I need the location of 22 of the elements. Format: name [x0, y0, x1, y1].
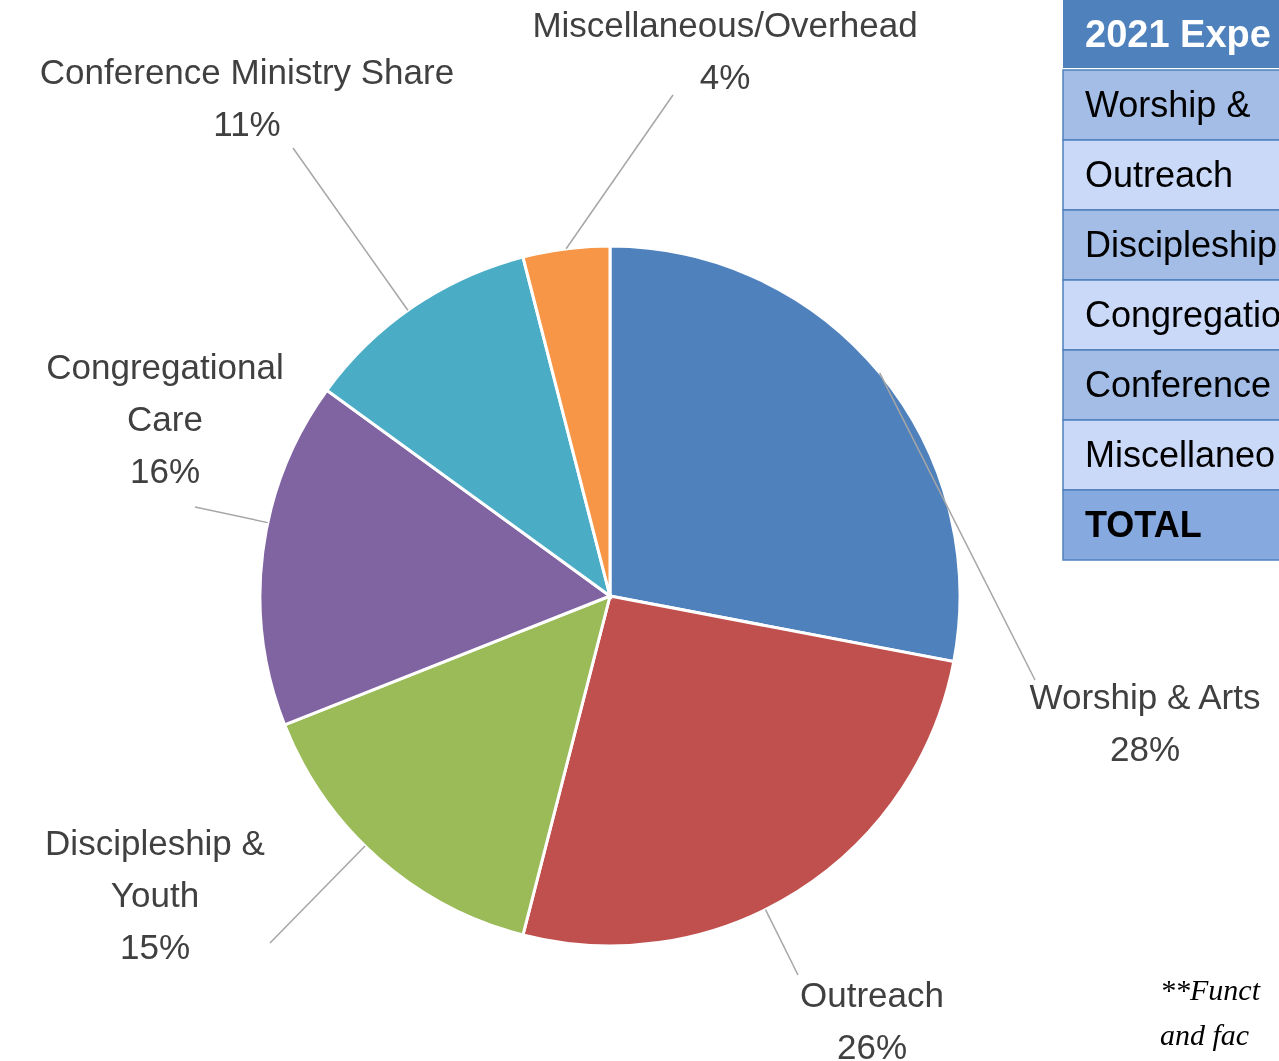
- slice-label: Worship & Arts: [1029, 677, 1261, 716]
- text: 2021 Expe: [1085, 13, 1271, 55]
- category-label: Conference: [1085, 364, 1272, 405]
- text: **Funct: [1160, 973, 1261, 1006]
- category-label: Discipleship: [1085, 224, 1278, 265]
- slice-label: Miscellaneous/Overhead: [532, 5, 918, 44]
- slice-label: Outreach: [800, 975, 944, 1014]
- data-label: 26%: [836, 1027, 908, 1061]
- slice-label: Congregational Care: [46, 347, 284, 438]
- data-label: 28%: [1109, 729, 1181, 768]
- category-label: TOTAL: [1085, 504, 1202, 545]
- data-label: 4%: [699, 57, 751, 96]
- slice-label: Discipleship & Youth: [45, 823, 265, 914]
- text: and fac: [1160, 1018, 1250, 1051]
- slice-label: Conference Ministry Share: [39, 52, 455, 91]
- category-label: Outreach: [1085, 154, 1234, 195]
- category-label: Worship &: [1085, 84, 1251, 125]
- data-label: 15%: [119, 927, 191, 966]
- category-label: Congregatio: [1085, 294, 1279, 335]
- data-label: 11%: [213, 104, 281, 143]
- data-label: 16%: [129, 451, 201, 490]
- category-label: Miscellaneo: [1085, 434, 1276, 475]
